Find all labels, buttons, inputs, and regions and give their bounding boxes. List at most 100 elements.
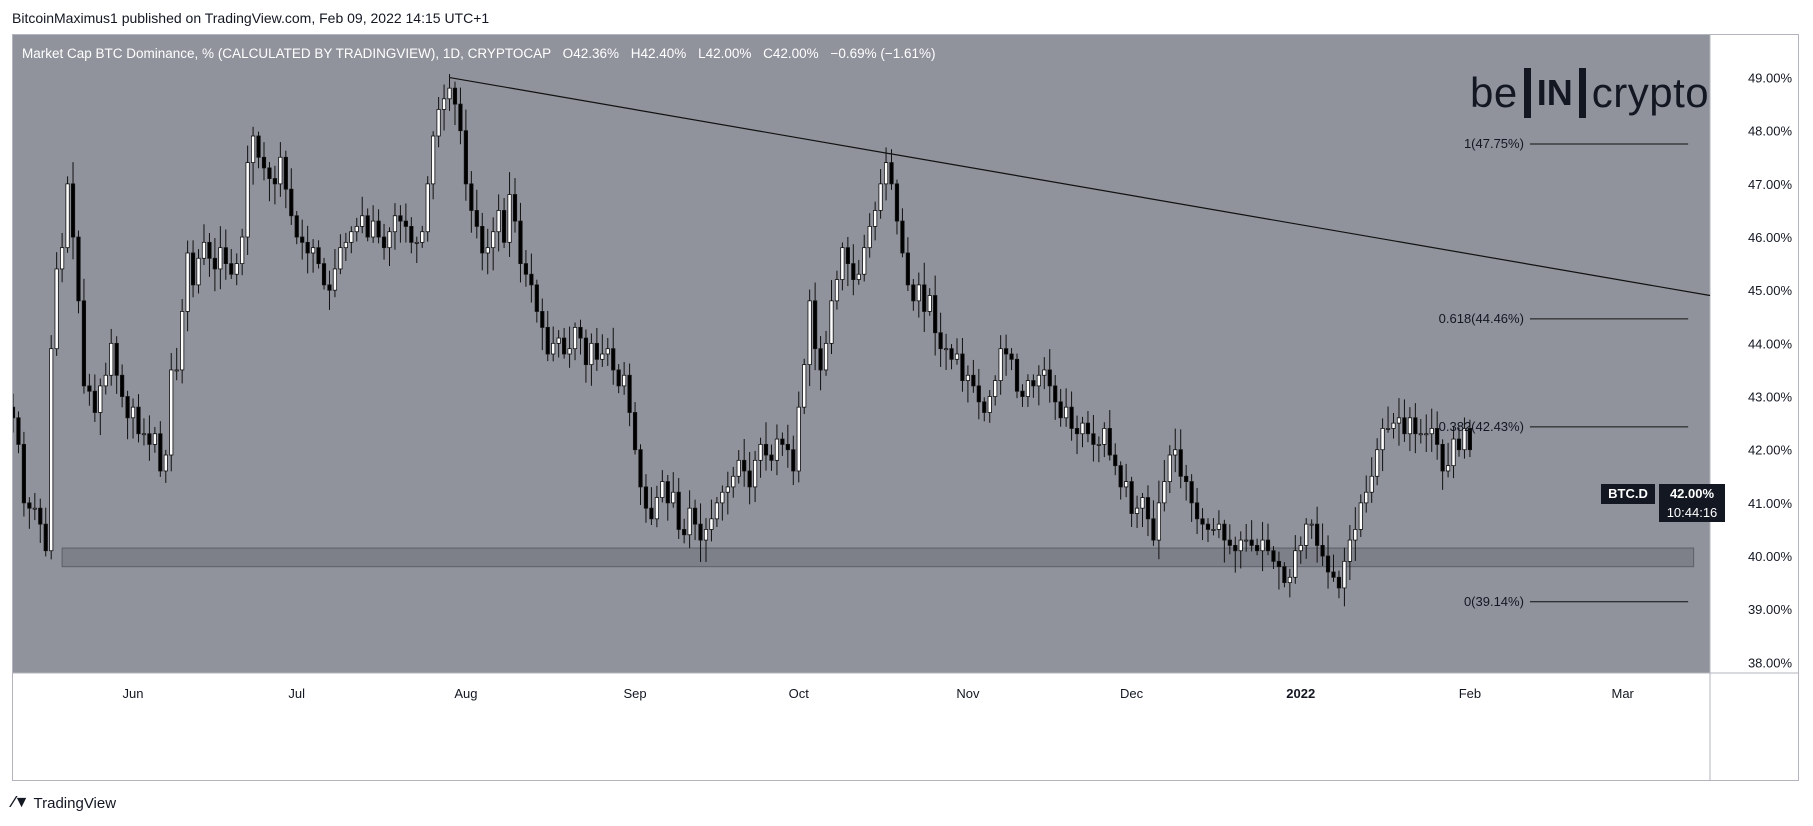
candle-up bbox=[834, 279, 840, 302]
fib-level-label: 0(39.14%) bbox=[1464, 594, 1524, 609]
time-axis[interactable]: Jun Jul Aug Sep Oct Nov Dec 2022 Feb Mar bbox=[123, 686, 1635, 701]
y-tick-label: 44.00% bbox=[1748, 336, 1793, 351]
candle-up bbox=[1342, 560, 1347, 589]
candle-up bbox=[1162, 481, 1167, 504]
candle-up bbox=[1216, 523, 1221, 530]
candle-down bbox=[632, 412, 638, 451]
candle-down bbox=[316, 247, 321, 265]
candle-down bbox=[283, 156, 288, 190]
candle-up bbox=[349, 231, 354, 243]
candle-down bbox=[480, 225, 485, 254]
candle-up bbox=[152, 433, 157, 445]
support-zone-layer bbox=[61, 547, 1695, 568]
candle-down bbox=[289, 188, 294, 217]
candle-down bbox=[1402, 417, 1407, 435]
x-tick-label: 2022 bbox=[1286, 686, 1315, 701]
candle-up bbox=[987, 396, 992, 413]
candle-up bbox=[141, 433, 147, 436]
plot-pane[interactable] bbox=[13, 35, 1710, 673]
candle-down bbox=[1320, 544, 1325, 557]
candle-up bbox=[1445, 465, 1451, 472]
candle-up bbox=[201, 241, 207, 259]
candle-down bbox=[1413, 417, 1418, 435]
candle-up bbox=[551, 342, 556, 355]
fib-levels-layer: 1(47.75%) 0.618(44.46%) 0.382(42.43%) 0(39.… bbox=[1439, 136, 1689, 609]
candle-down bbox=[594, 342, 599, 360]
candle-down bbox=[1205, 523, 1211, 530]
candle-up bbox=[600, 353, 605, 360]
candle-down bbox=[1129, 481, 1134, 514]
price-axis[interactable]: 49.00% 48.00% 47.00% 46.00% 45.00% 44.00% 43.0… bbox=[1748, 71, 1793, 671]
candle-up bbox=[622, 374, 627, 387]
beincrypto-logo: be IN crypto bbox=[1470, 62, 1709, 124]
candle-down bbox=[742, 459, 747, 472]
candle-down bbox=[376, 220, 381, 238]
candle-down bbox=[1440, 443, 1445, 472]
candle-down bbox=[1233, 544, 1238, 552]
candle-up bbox=[1424, 433, 1429, 436]
candle-down bbox=[87, 385, 92, 392]
series-name: Market Cap BTC Dominance, % (CALCULATED … bbox=[22, 46, 551, 61]
x-tick-label: Dec bbox=[1120, 686, 1144, 701]
candle-up bbox=[943, 348, 949, 351]
candle-down bbox=[780, 438, 785, 445]
x-tick-label: Aug bbox=[454, 686, 477, 701]
high-value: 42.40% bbox=[640, 46, 687, 61]
candle-down bbox=[114, 342, 119, 376]
candle-up bbox=[1167, 454, 1172, 482]
candle-down bbox=[665, 481, 670, 504]
candle-down bbox=[147, 433, 152, 445]
candle-up bbox=[1293, 550, 1298, 578]
tradingview-brand[interactable]: ⁄▼ TradingView bbox=[12, 794, 116, 812]
candle-up bbox=[927, 295, 932, 312]
candle-down bbox=[785, 443, 790, 451]
candle-up bbox=[1238, 539, 1243, 552]
candle-down bbox=[900, 220, 905, 254]
candle-down bbox=[1282, 566, 1287, 584]
candle-up bbox=[725, 486, 730, 493]
candle-down bbox=[1227, 539, 1232, 546]
candle-up bbox=[371, 220, 376, 238]
candle-up bbox=[240, 236, 245, 265]
y-tick-label: 45.00% bbox=[1748, 283, 1793, 298]
candle-down bbox=[81, 300, 87, 387]
candle-up bbox=[736, 459, 741, 477]
candle-down bbox=[643, 486, 649, 509]
candle-up bbox=[98, 385, 103, 413]
btc-dominance-chart[interactable]: 1(47.75%) 0.618(44.46%) 0.382(42.43%) 0(39.… bbox=[13, 35, 1798, 780]
open-value: 42.36% bbox=[573, 46, 619, 61]
candle-down bbox=[27, 502, 32, 509]
candle-down bbox=[1009, 353, 1014, 360]
last-price-label: 42.00% bbox=[1669, 486, 1715, 501]
candle-down bbox=[463, 130, 468, 185]
candle-up bbox=[278, 156, 283, 185]
candle-down bbox=[403, 220, 408, 227]
candle-up bbox=[1260, 539, 1265, 552]
candle-down bbox=[922, 284, 927, 312]
candle-up bbox=[823, 342, 829, 371]
candle-up bbox=[32, 507, 37, 510]
candle-up bbox=[1140, 497, 1145, 509]
candle-up bbox=[414, 241, 419, 244]
candle-up bbox=[65, 183, 70, 249]
candle-down bbox=[818, 348, 823, 371]
publisher-caption: BitcoinMaximus1 published on TradingView… bbox=[12, 10, 490, 26]
candle-up bbox=[1096, 443, 1101, 446]
candle-down bbox=[894, 183, 900, 222]
x-tick-label: Oct bbox=[789, 686, 810, 701]
candle-down bbox=[16, 417, 21, 445]
candle-up bbox=[174, 369, 179, 372]
x-tick-label: Mar bbox=[1611, 686, 1634, 701]
candle-down bbox=[1145, 497, 1151, 520]
candle-down bbox=[267, 167, 272, 179]
candle-down bbox=[1456, 438, 1462, 451]
candle-down bbox=[960, 353, 965, 381]
candle-down bbox=[1249, 539, 1254, 546]
candle-down bbox=[1271, 550, 1276, 562]
candle-down bbox=[70, 183, 76, 238]
candle-down bbox=[13, 406, 16, 419]
candle-down bbox=[562, 337, 567, 355]
y-tick-label: 38.00% bbox=[1748, 655, 1793, 670]
series-legend: Market Cap BTC Dominance, % (CALCULATED … bbox=[22, 46, 936, 61]
candle-down bbox=[409, 225, 414, 243]
